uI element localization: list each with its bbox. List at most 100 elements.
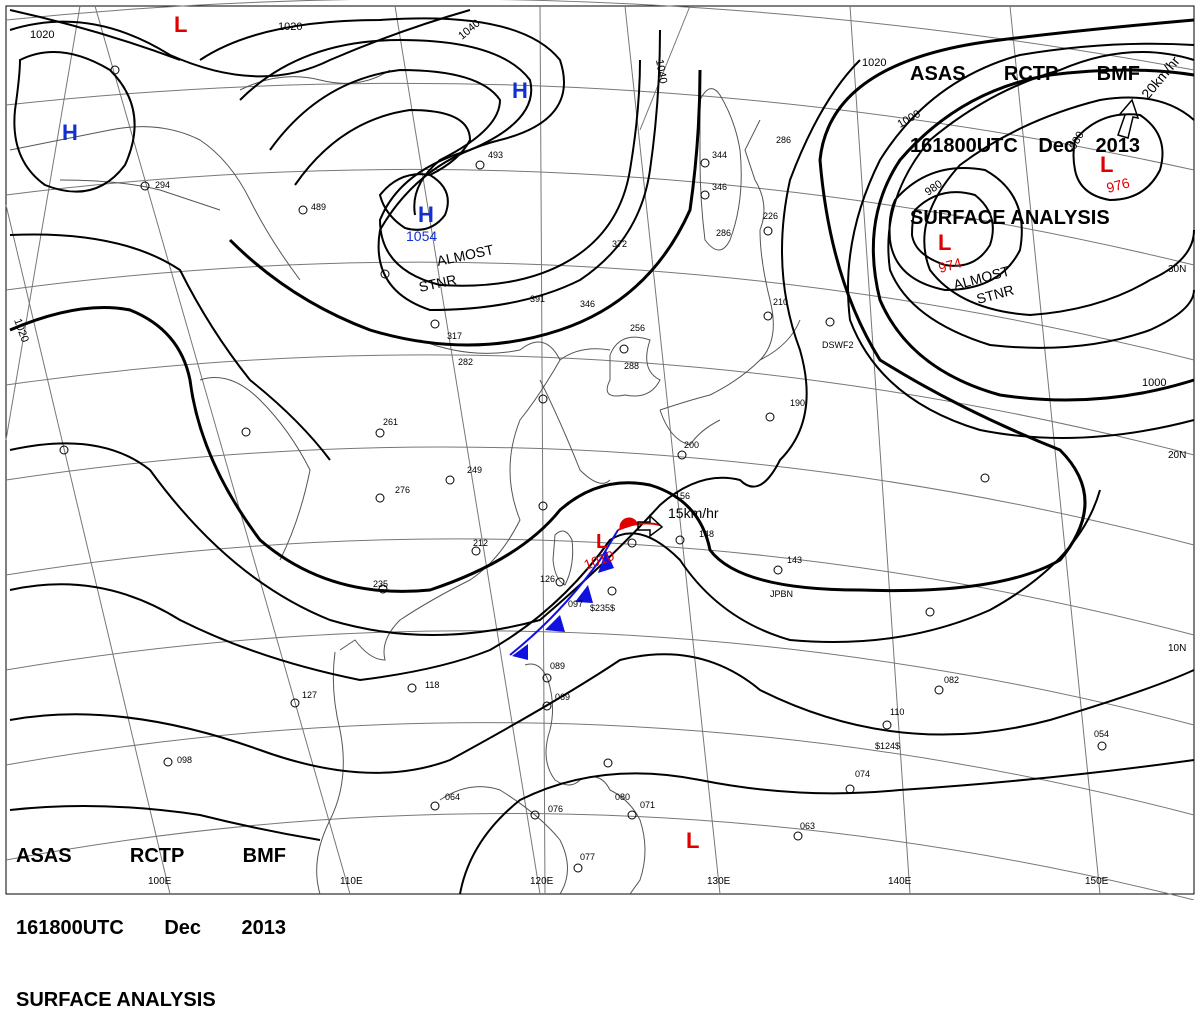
low-centre-marker: L — [1100, 152, 1113, 177]
station-value: 063 — [800, 821, 815, 831]
station-value: 156 — [675, 491, 690, 501]
valid-month: Dec — [1038, 135, 1076, 157]
station-value: 294 — [155, 180, 170, 190]
valid-year: 2013 — [1095, 135, 1140, 157]
graticule-labels: 30N 20N 10N 100E 110E 120E 130E 140E 150… — [148, 264, 1186, 887]
station-value: 071 — [640, 800, 655, 810]
lon-label: 120E — [530, 876, 554, 887]
station-value: 282 — [458, 357, 473, 367]
station-value: 076 — [548, 804, 563, 814]
cold-front-triangle — [598, 550, 614, 573]
station-value: 069 — [555, 692, 570, 702]
station-code: RCTP — [129, 845, 185, 867]
station-value: 493 — [488, 150, 503, 160]
station-value: JPBN — [770, 589, 793, 599]
lon-label: 150E — [1085, 876, 1109, 887]
chart-header-top-right: ASAS RCTP BMF 161800UTC Dec 2013 SURFACE… — [910, 14, 1140, 254]
isobar-label: 1040 — [653, 58, 669, 84]
cold-front-triangle — [512, 644, 528, 660]
valid-month: Dec — [164, 917, 202, 939]
station-value: 286 — [776, 135, 791, 145]
isobar-label: 1000 — [1142, 377, 1166, 389]
low-centre-marker: L — [174, 12, 187, 37]
station-value: 190 — [790, 398, 805, 408]
station-value: 110 — [890, 707, 904, 717]
lat-label: 10N — [1168, 643, 1186, 654]
isobar-label: 1020 — [278, 21, 302, 33]
station-value: 082 — [944, 675, 959, 685]
agency-code: ASAS — [16, 845, 72, 867]
office-code: BMF — [242, 845, 286, 867]
station-value: 346 — [712, 182, 727, 192]
low-centre-marker: L — [938, 230, 951, 255]
station-value: 489 — [311, 202, 326, 212]
valid-time: 161800UTC — [16, 917, 124, 939]
station-value: 276 — [395, 485, 410, 495]
station-values: 294 489 493 372 344 346 261 276 249 212 … — [155, 135, 1109, 862]
valid-year: 2013 — [241, 917, 286, 939]
isobar-label: 1020 — [862, 57, 886, 69]
station-value: DSWF2 — [822, 340, 854, 350]
isobar-label: 1020 — [30, 29, 54, 41]
product-title: SURFACE ANALYSIS — [910, 207, 1110, 229]
cold-front-triangle — [575, 585, 593, 603]
station-value: 089 — [550, 661, 565, 671]
lon-label: 130E — [707, 876, 731, 887]
high-centre-marker: H — [418, 202, 434, 227]
lon-label: 100E — [148, 876, 172, 887]
chart-header-bottom-left: ASAS RCTP BMF 161800UTC Dec 2013 SURFACE… — [16, 796, 286, 1036]
station-value: 200 — [684, 440, 699, 450]
isobars — [9, 9, 1195, 895]
low-centre-marker: L — [686, 828, 699, 853]
lat-label: 30N — [1168, 264, 1186, 275]
motion-arrows — [637, 98, 1140, 538]
valid-time: 161800UTC — [910, 135, 1018, 157]
station-value: 212 — [473, 538, 488, 548]
fronts — [509, 517, 661, 660]
station-value: 317 — [447, 331, 462, 341]
surface-analysis-map: 294 489 493 372 344 346 261 276 249 212 … — [5, 0, 1195, 900]
lat-label: 20N — [1168, 450, 1186, 461]
station-value: 235 — [373, 579, 388, 589]
low-centre-value: 976 — [1105, 174, 1132, 196]
station-value: 097 — [568, 599, 583, 609]
lon-label: 110E — [340, 876, 363, 887]
station-value: 080 — [615, 792, 630, 802]
office-code: BMF — [1096, 63, 1140, 85]
graticule — [5, 0, 1195, 900]
station-value: 256 — [630, 323, 645, 333]
lon-label: 140E — [888, 876, 912, 887]
high-centre-value: 1054 — [406, 228, 437, 244]
station-value: 372 — [612, 239, 627, 249]
station-plots — [59, 65, 1107, 873]
agency-code: ASAS — [910, 63, 966, 85]
product-title: SURFACE ANALYSIS — [16, 989, 216, 1011]
pressure-centres: H H H 1054 L L 974 L 976 L 1010 L — [62, 12, 1132, 853]
coastlines — [9, 69, 801, 895]
station-value: 127 — [302, 690, 317, 700]
station-value: 143 — [787, 555, 802, 565]
station-value: 074 — [855, 769, 870, 779]
station-value: 118 — [425, 680, 439, 690]
station-value: 346 — [580, 299, 595, 309]
station-value: $124$ — [875, 741, 900, 751]
high-centre-marker: H — [62, 120, 78, 145]
station-value: 344 — [712, 150, 727, 160]
warm-front-semicircle — [619, 517, 638, 530]
station-value: 064 — [445, 792, 460, 802]
station-value: 054 — [1094, 729, 1109, 739]
station-value: 286 — [716, 228, 731, 238]
cold-front-triangle — [545, 615, 565, 632]
high-centre-marker: H — [512, 78, 528, 103]
station-value: 226 — [763, 211, 778, 221]
low-centre-marker: L — [596, 531, 608, 553]
station-value: 077 — [580, 852, 595, 862]
stationary-high-note: STNR — [417, 271, 458, 295]
station-code: RCTP — [1003, 63, 1059, 85]
station-value: 126 — [540, 574, 555, 584]
station-value: 098 — [177, 755, 192, 765]
station-value: 261 — [383, 417, 398, 427]
station-value: 391 — [530, 294, 545, 304]
station-value: 249 — [467, 465, 482, 475]
low-centre-value: 974 — [937, 254, 964, 276]
